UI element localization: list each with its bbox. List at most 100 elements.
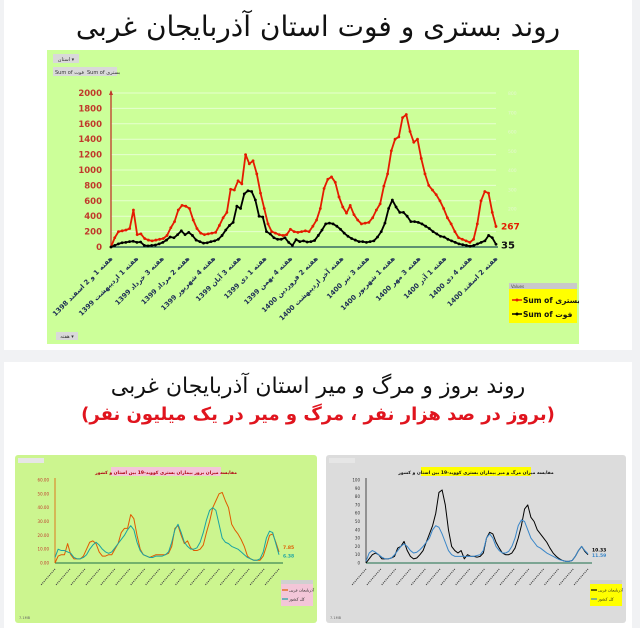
y-tick-label: 70 — [355, 502, 361, 507]
svg-text:آذربایجان غربی: آذربایجان غربی — [598, 588, 624, 593]
x-tick-label — [440, 568, 456, 586]
svg-text:7.1MB: 7.1MB — [330, 616, 342, 620]
svg-text:استان ▾: استان ▾ — [58, 57, 75, 63]
x-tick-label — [573, 568, 589, 586]
x-tick-label — [40, 568, 56, 586]
y-tick-label: 0 — [96, 243, 102, 253]
end-label: 6.38 — [283, 554, 294, 560]
x-tick-label — [160, 568, 175, 586]
x-tick-label — [55, 568, 71, 586]
death-end-label: 35 — [501, 240, 515, 251]
svg-text:Values: Values — [511, 284, 524, 289]
x-tick-label — [100, 568, 116, 586]
y2-tick-label: 500 — [508, 149, 517, 155]
x-tick-label — [514, 568, 530, 586]
svg-text:Sum of بستری: Sum of بستری — [523, 296, 579, 305]
y2-tick-label: 300 — [508, 187, 517, 193]
y-tick-label: 600 — [84, 197, 102, 207]
week-filter-button[interactable]: هفته ▾ — [56, 332, 78, 340]
y-tick-label: 60 — [355, 511, 361, 516]
hospitalization-death-card: روند بستری و فوت استان آذربایجان غربی اس… — [4, 0, 632, 350]
end-label: 10.33 — [592, 548, 606, 554]
y-tick-label: 2000 — [78, 89, 102, 99]
filter-button[interactable]: استان ▾ — [53, 54, 79, 63]
x-tick-label — [249, 568, 265, 586]
section2-title: روند بروز و مرگ و میر استان آذربایجان غر… — [110, 374, 526, 399]
y-tick-label: 1800 — [78, 104, 102, 114]
x-tick-label — [219, 568, 235, 586]
section2-subtitle: (بروز در صد هزار نفر ، مرگ و میر در یک م… — [81, 404, 555, 425]
end-label: 7.85 — [283, 545, 294, 551]
x-tick-label — [455, 568, 471, 586]
y-tick-label: 100 — [352, 478, 360, 483]
x-tick-label — [85, 568, 101, 586]
x-tick-label — [351, 568, 367, 586]
x-tick-label — [558, 568, 574, 586]
x-tick-label — [264, 568, 280, 586]
incidence-comparison-chart: مقایسه میزان بروز بیماران بستری کووید-19… — [15, 455, 317, 623]
y-tick-label: 30.00 — [38, 519, 50, 524]
legend: آذربایجان غربی کل کشور — [590, 580, 624, 606]
y2-tick-label: 400 — [508, 168, 517, 174]
y2-tick-label: 600 — [508, 130, 517, 136]
svg-text:Sum of فوت: Sum of فوت — [523, 310, 572, 319]
mortality-comparison-chart: مقایسه میزان مرگ و میر بیماران بستری کوو… — [326, 455, 626, 623]
y-tick-label: 60.00 — [38, 478, 50, 483]
y-tick-label: 20 — [355, 544, 361, 549]
y2-tick-label: 700 — [508, 110, 517, 116]
y-tick-label: 80 — [355, 494, 361, 499]
y-tick-label: 90 — [355, 486, 361, 491]
legend: آذربایجان غربی کل کشور — [281, 580, 315, 606]
x-tick-label — [366, 568, 382, 586]
y2-tick-label: 800 — [508, 91, 517, 97]
y-tick-label: 1600 — [78, 120, 102, 130]
field-buttons[interactable]: Sum of فوت Sum of بستری — [53, 67, 120, 76]
hospitalization-end-label: 267 — [501, 222, 520, 232]
x-tick-label — [130, 568, 146, 586]
y2-tick-label: 100 — [508, 226, 517, 232]
x-tick-label — [204, 568, 220, 586]
x-tick-label — [145, 568, 160, 586]
y-tick-label: 40.00 — [38, 505, 50, 510]
chart-background — [47, 50, 579, 344]
x-tick-label — [484, 568, 500, 586]
svg-text:کل کشور: کل کشور — [288, 597, 305, 602]
x-tick-label — [115, 568, 131, 586]
series-line-1 — [365, 519, 589, 562]
x-tick-label — [70, 568, 86, 586]
x-tick-label — [189, 568, 205, 586]
y-tick-label: 40 — [355, 527, 361, 532]
x-tick-label — [234, 568, 250, 586]
series-line-1 — [54, 507, 280, 561]
chart-background — [15, 455, 317, 623]
y-tick-label: 1000 — [78, 166, 102, 176]
x-tick-label — [529, 568, 545, 586]
y2-tick-label: 200 — [508, 207, 517, 213]
series-line-0 — [365, 489, 589, 564]
x-tick-label — [425, 568, 441, 586]
x-tick-label — [410, 568, 426, 586]
chart-title: مقایسه میزان بروز بیماران بستری کووید-19… — [94, 470, 237, 476]
x-tick-label — [543, 568, 559, 586]
legend: Values Sum of بستری Sum of فوت — [509, 283, 579, 323]
y-tick-label: 400 — [84, 212, 102, 222]
x-tick-label — [395, 568, 411, 586]
svg-text:7.1MB: 7.1MB — [19, 616, 31, 620]
y-tick-label: 800 — [84, 181, 102, 191]
svg-text:کل کشور: کل کشور — [597, 597, 614, 602]
section1-title: روند بستری و فوت استان آذربایجان غربی — [75, 10, 561, 43]
y-tick-label: 10 — [355, 552, 361, 557]
y-tick-label: 200 — [84, 228, 102, 238]
chart-background — [326, 455, 626, 623]
x-tick-label — [469, 568, 485, 586]
y-tick-label: 50 — [355, 519, 361, 524]
svg-text:Sum of بستری: Sum of بستری — [87, 70, 120, 76]
y-tick-label: 50.00 — [38, 491, 50, 496]
y-tick-label: 1200 — [78, 151, 102, 161]
x-tick-label — [174, 568, 190, 586]
svg-text:Sum of فوت: Sum of فوت — [55, 70, 85, 76]
y-tick-label: 20.00 — [38, 533, 50, 538]
series-line-0 — [54, 491, 280, 564]
y-tick-label: 1400 — [78, 135, 102, 145]
